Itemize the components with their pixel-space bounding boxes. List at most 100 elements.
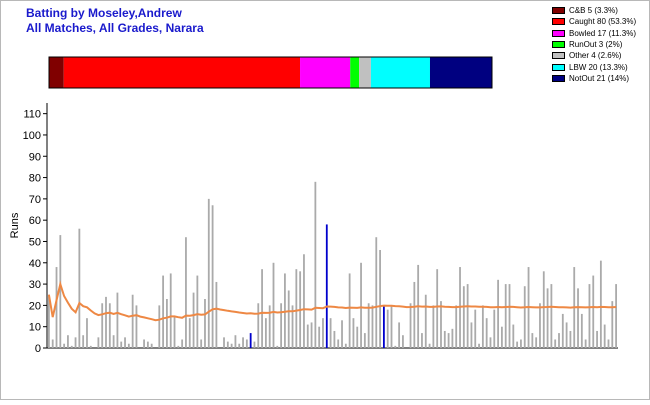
legend-swatch [552, 41, 565, 49]
score-bar [443, 330, 446, 348]
score-bar [599, 260, 602, 348]
score-bar [451, 328, 454, 348]
y-tick-label: 30 [29, 279, 41, 291]
score-bar [51, 339, 54, 348]
score-bar [565, 322, 568, 348]
score-bar [234, 335, 237, 348]
score-bar [306, 324, 309, 348]
score-bar [108, 303, 111, 348]
score-bar [249, 333, 252, 348]
score-bar [462, 286, 465, 348]
score-bar [569, 330, 572, 348]
score-bar [67, 335, 69, 348]
score-bar [493, 309, 496, 348]
dismissal-segment [49, 57, 64, 88]
score-bar [367, 303, 370, 348]
dismissal-segment [359, 57, 371, 88]
y-tick-label: 80 [29, 173, 41, 185]
score-bar [188, 318, 191, 348]
score-bar [207, 198, 210, 348]
dismissal-strip-border [48, 56, 493, 89]
legend-label: NotOut 21 (14%) [569, 73, 630, 83]
score-bar [257, 303, 260, 348]
score-bar [276, 345, 279, 348]
legend-item: Caught 80 (53.3%) [552, 16, 636, 27]
score-bar [146, 341, 149, 348]
score-bar [356, 326, 359, 348]
score-bar [192, 292, 195, 348]
legend-label: LBW 20 (13.3%) [569, 62, 628, 72]
score-bar [280, 303, 283, 348]
score-bar [329, 318, 332, 348]
score-bar [105, 296, 107, 348]
y-tick-label: 70 [29, 194, 41, 206]
score-bar [181, 339, 184, 348]
score-bar [264, 318, 267, 348]
score-bar [535, 337, 538, 348]
score-bar [253, 341, 256, 348]
score-bar [542, 271, 545, 348]
score-bar [230, 343, 233, 348]
score-bar [341, 320, 343, 348]
score-bar [558, 333, 560, 348]
score-bar [481, 305, 484, 348]
score-bar [603, 324, 606, 348]
legend-swatch [552, 29, 565, 37]
score-bar [470, 322, 473, 348]
score-bar [394, 345, 397, 348]
legend-label: Bowled 17 (11.3%) [569, 28, 636, 38]
score-bar [379, 250, 381, 348]
score-bar [89, 345, 92, 348]
score-bar [382, 305, 385, 348]
score-bar [204, 299, 206, 348]
chart-subtitle: All Matches, All Grades, Narara [26, 21, 204, 35]
score-bar [242, 337, 244, 348]
score-bar [143, 339, 145, 348]
dismissal-segment [300, 57, 351, 88]
y-tick-label: 90 [29, 151, 41, 163]
score-bar [82, 335, 85, 348]
y-axis-label: Runs [9, 212, 21, 238]
score-bar [344, 343, 347, 348]
y-tick-label: 0 [35, 343, 41, 355]
legend-swatch [552, 18, 565, 26]
y-tick-label: 110 [23, 109, 41, 121]
score-bar [546, 288, 549, 348]
legend-item: Other 4 (2.6%) [552, 50, 636, 61]
legend: C&B 5 (3.3%) Caught 80 (53.3%) Bowled 17 (… [552, 5, 636, 84]
score-bar [185, 237, 187, 348]
score-bar [333, 330, 336, 348]
score-bar [520, 339, 522, 348]
score-bar [436, 269, 439, 348]
running-average-line [47, 280, 617, 322]
score-bar [588, 284, 591, 348]
score-bar [177, 345, 180, 348]
score-bar [615, 284, 617, 348]
score-bar [48, 294, 50, 348]
score-bar [337, 339, 340, 348]
score-bar [607, 339, 610, 348]
score-bar [516, 341, 519, 348]
score-bar [363, 333, 366, 348]
legend-label: Caught 80 (53.3%) [569, 17, 637, 27]
dismissal-segment [350, 57, 360, 88]
score-bar [150, 343, 153, 348]
score-bar [500, 326, 503, 348]
score-bar [375, 237, 378, 348]
score-bar [97, 337, 100, 348]
score-bar [238, 343, 241, 348]
score-bar [127, 343, 130, 348]
score-bar [386, 309, 389, 348]
score-bar [63, 343, 66, 348]
score-bar [101, 303, 104, 348]
score-bar [245, 339, 248, 348]
score-bar [59, 235, 62, 348]
score-bar [200, 339, 203, 348]
score-bar [223, 337, 225, 348]
score-bar [158, 305, 161, 348]
score-bar [508, 284, 511, 348]
score-bar [611, 301, 614, 348]
score-bar [440, 301, 442, 348]
